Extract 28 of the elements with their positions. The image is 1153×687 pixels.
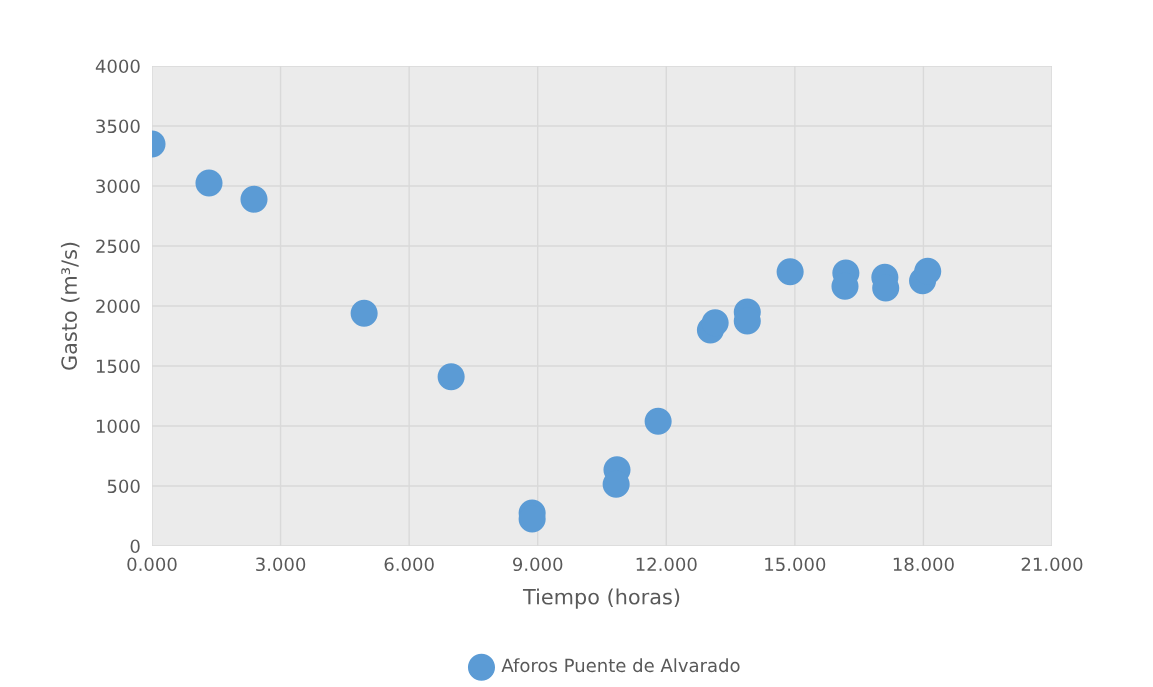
point [350,299,378,327]
y-tick-label: 1000 [96,419,140,434]
x-tick-label: 0.000 [127,557,177,572]
point [644,407,672,435]
point [195,169,223,197]
x-tick-label: 3.000 [256,557,306,572]
point [701,309,729,337]
y-tick-label: 3000 [96,179,140,194]
y-tick-label: 2500 [96,239,140,254]
y-tick-label: 1500 [96,359,140,374]
y-tick-label: 0 [130,539,140,554]
x-tick-label: 18.000 [893,557,954,572]
x-tick-label: 6.000 [384,557,434,572]
x-tick-label: 15.000 [765,557,826,572]
legend-label: Aforos Puente de Alvarado [501,658,740,673]
y-axis-title: Gasto (m³/s) [60,242,80,370]
y-tick-label: 3500 [96,119,140,134]
x-tick-label: 21.000 [1021,557,1083,572]
point [776,258,804,286]
y-tick-label: 2000 [96,299,140,314]
point [437,363,465,391]
x-tick-label: 9.000 [513,557,563,572]
y-tick-label: 4000 [95,59,140,74]
x-axis-title: Tiempo (horas) [522,588,680,609]
point [240,185,268,213]
x-tick-label: 12.000 [636,557,697,572]
point [914,257,942,285]
y-tick-label: 500 [107,479,140,494]
